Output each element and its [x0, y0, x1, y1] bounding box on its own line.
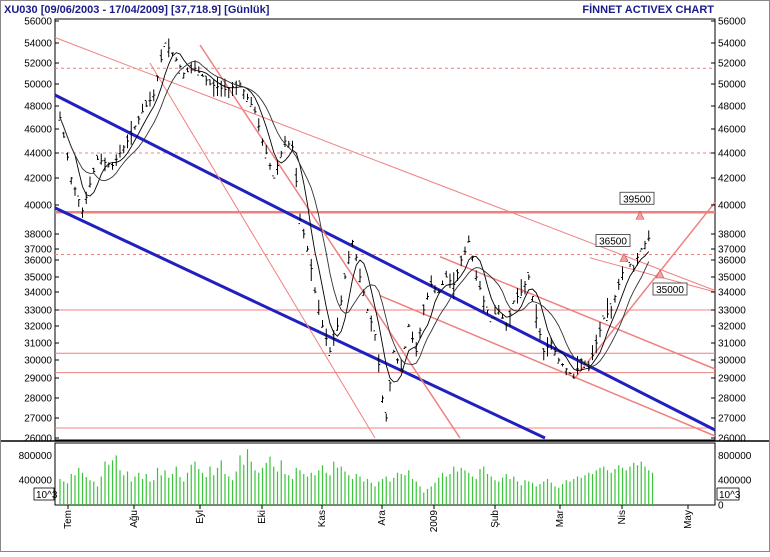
- x-tick-label: Ağu: [129, 510, 140, 528]
- annotation-box-39500: [619, 191, 655, 205]
- y-tick-left: 40000: [24, 201, 52, 212]
- volume-tick-left: 400000: [19, 476, 53, 487]
- y-tick-right: 33000: [718, 306, 746, 317]
- y-tick-left: 31000: [24, 339, 52, 350]
- price-annotations: 39500 36500 35000: [595, 191, 688, 296]
- volume-axis: 0 400000 400000 800000 800000: [19, 451, 752, 512]
- x-tick-label: Ara: [377, 510, 388, 526]
- y-tick-left: 33000: [24, 306, 52, 317]
- annotation-box-35000: [652, 282, 688, 296]
- annotation-marker-36500: [619, 252, 629, 262]
- y-tick-left: 30000: [24, 356, 52, 367]
- volume-series: [59, 449, 654, 505]
- annotation-marker-39500: [635, 210, 645, 220]
- y-axis-left: 26000 27000 28000 29000 30000 31000 32000 33000…: [24, 17, 59, 445]
- uptrend-line: [574, 201, 716, 379]
- y-tick-left: 54000: [24, 39, 52, 50]
- y-tick-right: 30000: [718, 356, 746, 367]
- volume-tick-right: 0: [718, 501, 724, 512]
- y-tick-left: 50000: [24, 80, 52, 91]
- y-tick-left: 46000: [24, 125, 52, 136]
- volume-panel-frame: [54, 442, 716, 506]
- y-tick-left: 27000: [24, 414, 52, 425]
- annotation-label-39500: 39500: [623, 194, 651, 205]
- y-tick-right: 56000: [718, 17, 746, 28]
- y-tick-right: 28000: [718, 394, 746, 405]
- channel-bottom-line: [379, 294, 716, 437]
- volume-tick-left: 800000: [19, 451, 53, 462]
- trend-lines: [54, 37, 716, 440]
- y-tick-right: 32000: [718, 322, 746, 333]
- y-tick-right: 27000: [718, 414, 746, 425]
- y-tick-right: 36000: [718, 256, 746, 267]
- y-tick-right: 31000: [718, 339, 746, 350]
- x-tick-label: 2009: [429, 510, 440, 533]
- annotation-label-36500: 36500: [599, 237, 627, 248]
- y-tick-left: 36000: [24, 256, 52, 267]
- volume-unit-box-right: [716, 487, 740, 501]
- annotation-label-35000: 35000: [656, 285, 684, 296]
- y-tick-right: 44000: [718, 149, 746, 160]
- y-tick-left: 35000: [24, 273, 52, 284]
- moving-average-10: [59, 60, 650, 367]
- volume-unit-right: 10^3: [719, 490, 741, 501]
- price-panel-frame: [54, 18, 716, 441]
- y-tick-right: 38000: [718, 230, 746, 241]
- chart-header-left: XU030 [09/06/2003 - 17/04/2009] [37,718.…: [4, 4, 270, 16]
- y-tick-right: 40000: [718, 201, 746, 212]
- volume-unit-box-left: [33, 487, 55, 501]
- chart-header-right: FİNNET ACTIVEX CHART: [582, 3, 714, 16]
- long-downtrend-line: [54, 37, 716, 291]
- moving-average-5: [59, 52, 650, 383]
- x-tick-label: Mar: [555, 509, 566, 527]
- short-resistance-line: [589, 257, 716, 293]
- x-tick-label: Şub: [490, 510, 501, 528]
- lower-channel-line: [54, 206, 546, 440]
- y-tick-left: 29000: [24, 374, 52, 385]
- price-series: [58, 38, 651, 422]
- y-tick-left: 26000: [24, 434, 52, 445]
- y-tick-right: 29000: [718, 374, 746, 385]
- y-tick-left: 56000: [24, 17, 52, 28]
- volume-tick-right: 800000: [718, 451, 752, 462]
- y-tick-left: 38000: [24, 230, 52, 241]
- y-tick-right: 48000: [718, 102, 746, 113]
- channel-top-line: [439, 256, 716, 370]
- y-tick-left: 42000: [24, 174, 52, 185]
- annotation-marker-35000: [655, 269, 665, 279]
- y-tick-left: 48000: [24, 102, 52, 113]
- y-tick-right: 35000: [718, 273, 746, 284]
- y-tick-right: 34000: [718, 288, 746, 299]
- steep-downtrend-line-2: [149, 62, 376, 439]
- volume-unit-left: 10^3: [36, 490, 58, 501]
- y-axis-right: 26000 27000 28000 29000 30000 31000 32000 33000…: [711, 17, 746, 445]
- y-tick-left: 44000: [24, 149, 52, 160]
- volume-tick-right: 400000: [718, 476, 752, 487]
- annotation-box-36500: [595, 234, 631, 247]
- x-tick-label: Eyl: [195, 510, 206, 524]
- y-tick-right: 50000: [718, 80, 746, 91]
- y-tick-right: 46000: [718, 125, 746, 136]
- x-tick-label: Kas: [317, 510, 328, 527]
- y-tick-left: 28000: [24, 394, 52, 405]
- upper-channel-line: [54, 93, 716, 432]
- y-tick-left: 32000: [24, 322, 52, 333]
- y-tick-right: 37000: [718, 245, 746, 256]
- x-tick-label: Nis: [617, 510, 628, 524]
- y-tick-right: 54000: [718, 39, 746, 50]
- y-tick-right: 52000: [718, 59, 746, 70]
- x-axis: Tem Ağu Eyl Eki Kas Ara 2009 Şub Mar Nis May: [63, 505, 694, 532]
- y-tick-left: 37000: [24, 245, 52, 256]
- x-tick-label: May: [683, 510, 694, 529]
- y-tick-left: 52000: [24, 59, 52, 70]
- y-tick-right: 42000: [718, 174, 746, 185]
- y-tick-right: 26000: [718, 434, 746, 445]
- steep-downtrend-line: [199, 44, 461, 439]
- y-tick-left: 34000: [24, 288, 52, 299]
- x-tick-label: Tem: [63, 510, 74, 529]
- x-tick-label: Eki: [257, 510, 268, 524]
